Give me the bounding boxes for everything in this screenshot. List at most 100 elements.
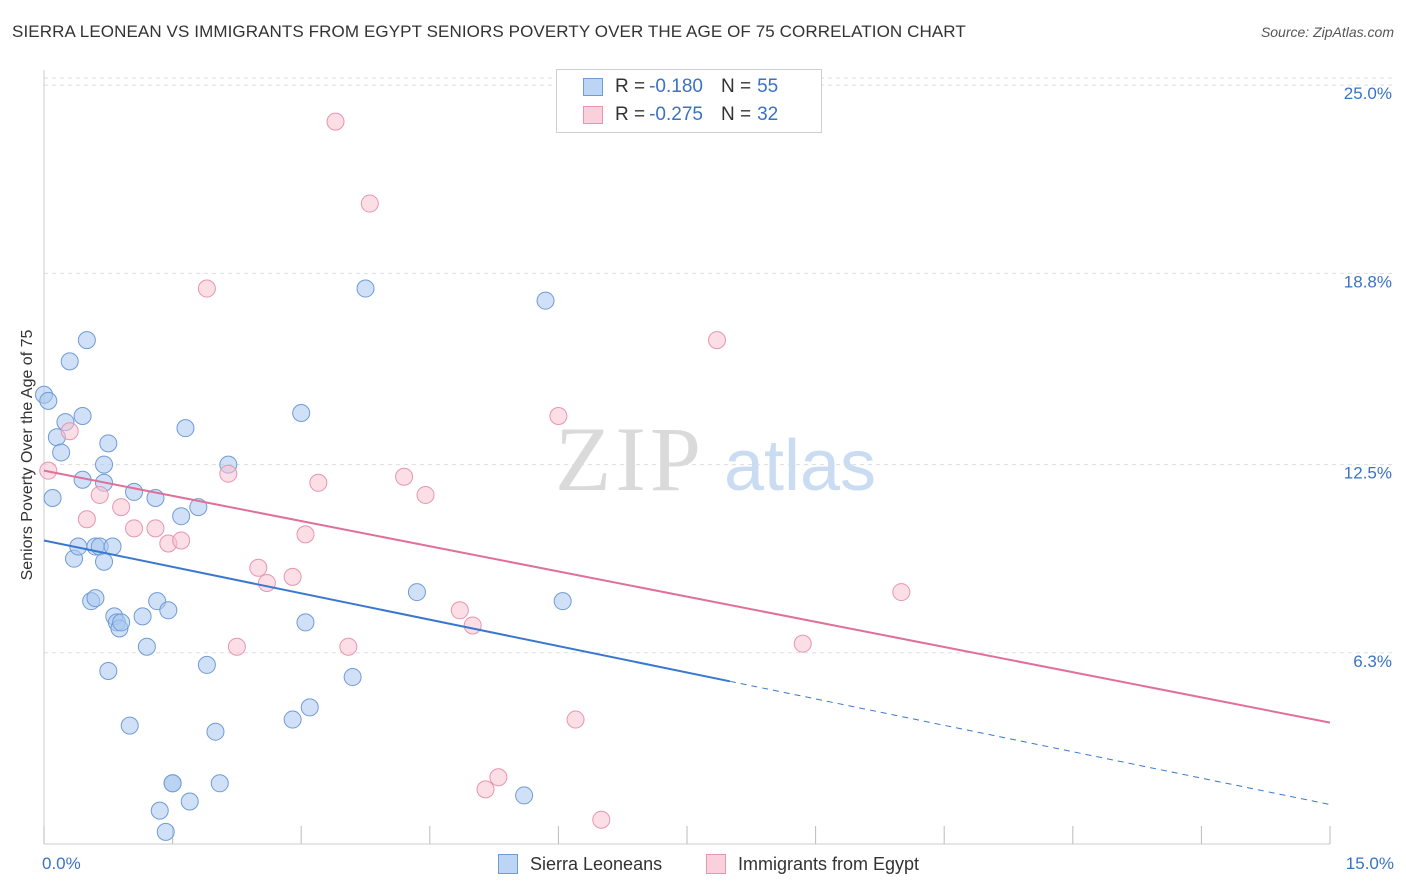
sierra-leonean-point <box>73 407 92 426</box>
legend-r-label: R = <box>615 104 646 125</box>
legend-swatch-blue <box>583 78 603 96</box>
sierra-leonean-point <box>86 589 105 608</box>
sierra-leonean-point <box>95 552 114 571</box>
sierra-leonean-point <box>197 655 216 674</box>
legend-r-label: R = <box>615 76 646 97</box>
bottom-legend-label-blue: Sierra Leoneans <box>530 853 663 874</box>
sierra-leonean-point <box>180 792 199 811</box>
egypt-point <box>476 780 495 799</box>
sierra-leonean-point <box>343 668 362 687</box>
egypt-point <box>566 710 585 729</box>
sierra-leonean-point <box>77 331 96 350</box>
egypt-point <box>416 485 435 504</box>
egypt-point <box>489 768 508 787</box>
sierra-leonean-point <box>52 443 71 462</box>
egypt-trend-line <box>43 469 1331 724</box>
legend-n-label: N = <box>720 76 752 97</box>
egypt-point <box>90 485 109 504</box>
egypt-point <box>549 407 568 426</box>
sierra-leonean-point <box>133 607 152 626</box>
sierra-leonean-point <box>125 482 144 501</box>
egypt-point <box>77 510 96 529</box>
egypt-point <box>339 637 358 656</box>
sierra-leonean-point <box>356 279 375 298</box>
egypt-point <box>309 473 328 492</box>
legend-n-value: 55 <box>757 76 779 97</box>
sierra-leonean-trend-line <box>43 539 731 683</box>
legend-n-label: N = <box>720 104 752 125</box>
y-tick-label: 25.0% <box>1344 84 1392 103</box>
sierra-leonean-point <box>137 637 156 656</box>
egypt-point <box>112 498 131 517</box>
sierra-leonean-point <box>172 507 191 526</box>
x-tick-label: 0.0% <box>42 854 81 873</box>
sierra-leonean-point <box>120 716 139 735</box>
sierra-leonean-point <box>150 801 169 820</box>
bottom-legend-egypt: Immigrants from Egypt <box>706 852 919 876</box>
sierra-leonean-point <box>189 498 208 517</box>
watermark-zip: ZIP <box>555 408 705 510</box>
bottom-legend-swatch-pink <box>706 854 726 874</box>
sierra-leonean-point <box>176 419 195 438</box>
chart-title: SIERRA LEONEAN VS IMMIGRANTS FROM EGYPT … <box>12 22 966 41</box>
watermark-atlas: atlas <box>724 426 876 506</box>
egypt-point <box>227 637 246 656</box>
egypt-point <box>892 583 911 602</box>
correlation-legend: R = -0.180 N = 55 R = -0.275 N = 32 <box>556 69 822 133</box>
sierra-leonean-point <box>553 592 572 611</box>
sierra-leonean-point <box>536 291 555 310</box>
egypt-point <box>283 567 302 586</box>
sierra-leonean-point <box>163 774 182 793</box>
egypt-point <box>708 331 727 350</box>
sierra-leonean-point <box>99 661 118 680</box>
egypt-point <box>463 616 482 635</box>
y-tick-label: 18.8% <box>1344 272 1392 291</box>
sierra-leonean-point <box>283 710 302 729</box>
egypt-point <box>450 601 469 620</box>
legend-row-sierra-leoneans: R = -0.180 N = 55 <box>583 76 778 98</box>
y-tick-label: 12.5% <box>1344 464 1392 483</box>
egypt-point <box>257 573 276 592</box>
legend-r-value: -0.275 <box>649 104 703 125</box>
sierra-leonean-point <box>296 613 315 632</box>
sierra-leonean-point <box>156 822 175 841</box>
sierra-leonean-point <box>300 698 319 717</box>
egypt-point <box>125 519 144 538</box>
x-tick-label: 15.0% <box>1346 854 1394 873</box>
egypt-point <box>219 464 238 483</box>
egypt-point <box>592 810 611 829</box>
egypt-point <box>296 525 315 544</box>
sierra-leonean-point <box>60 352 79 371</box>
sierra-leonean-point <box>515 786 534 805</box>
egypt-point <box>172 531 191 550</box>
sierra-leonean-point <box>43 488 62 507</box>
sierra-leonean-point <box>292 403 311 422</box>
egypt-point <box>793 634 812 653</box>
legend-r-value: -0.180 <box>649 76 703 97</box>
y-tick-label: 6.3% <box>1353 652 1392 671</box>
sierra-leonean-point <box>112 613 131 632</box>
egypt-point <box>249 558 268 577</box>
sierra-leonean-point <box>206 722 225 741</box>
bottom-legend-label-pink: Immigrants from Egypt <box>738 853 920 874</box>
egypt-point <box>60 422 79 441</box>
source-credit: Source: ZipAtlas.com <box>1260 24 1394 40</box>
egypt-point <box>326 112 345 131</box>
sierra-leonean-point <box>95 455 114 474</box>
egypt-point <box>146 519 165 538</box>
bottom-legend-sierra-leoneans: Sierra Leoneans <box>498 852 662 876</box>
sierra-leonean-point <box>159 601 178 620</box>
sierra-leonean-point <box>99 434 118 453</box>
sierra-leonean-point <box>210 774 229 793</box>
egypt-point <box>197 279 216 298</box>
bottom-legend-swatch-blue <box>498 854 518 874</box>
sierra-leonean-point <box>407 583 426 602</box>
sierra-leonean-trend-extension <box>729 680 1331 806</box>
legend-n-value: 32 <box>757 104 779 125</box>
sierra-leonean-point <box>39 391 58 410</box>
legend-row-egypt: R = -0.275 N = 32 <box>583 104 778 126</box>
egypt-point <box>395 467 414 486</box>
egypt-point <box>360 194 379 213</box>
legend-swatch-pink <box>583 106 603 124</box>
